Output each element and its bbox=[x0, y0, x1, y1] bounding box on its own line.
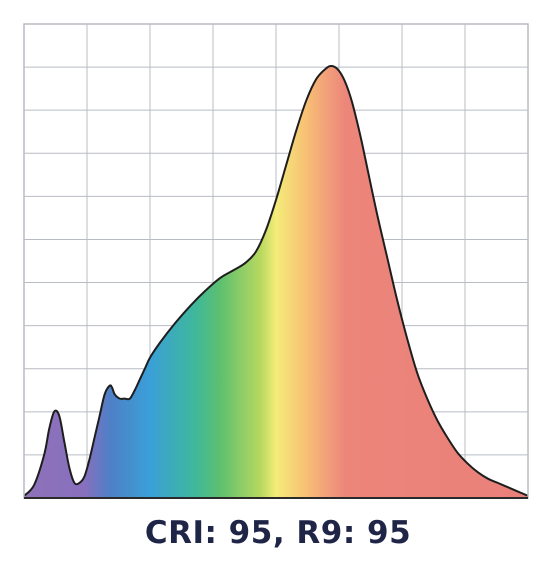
spectrum-outline bbox=[24, 65, 528, 497]
spectrum-area bbox=[24, 66, 528, 498]
cri-caption: CRI: 95, R9: 95 bbox=[144, 515, 412, 551]
